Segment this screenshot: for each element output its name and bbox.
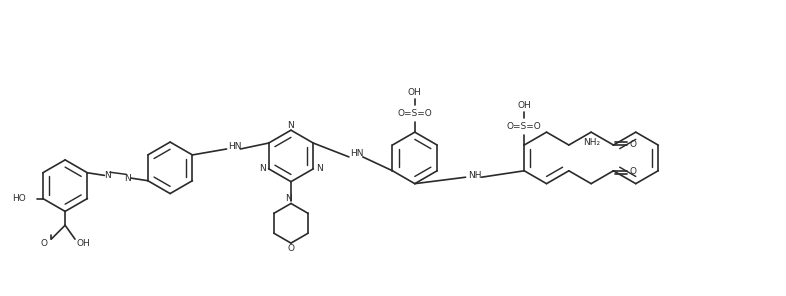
Text: N: N: [124, 173, 131, 183]
Text: N: N: [316, 164, 322, 173]
Text: O: O: [630, 167, 637, 176]
Text: N: N: [104, 171, 111, 180]
Text: OH: OH: [408, 88, 421, 97]
Text: NH₂: NH₂: [582, 138, 600, 147]
Text: OH: OH: [76, 239, 90, 247]
Text: OH: OH: [517, 101, 531, 110]
Text: HN: HN: [228, 141, 241, 151]
Text: O=S=O: O=S=O: [398, 109, 432, 118]
Text: NH: NH: [468, 171, 481, 180]
Text: HN: HN: [350, 149, 364, 158]
Text: O: O: [41, 239, 48, 247]
Text: N: N: [285, 194, 292, 203]
Text: O: O: [288, 244, 295, 252]
Text: HO: HO: [13, 194, 26, 203]
Text: N: N: [288, 121, 294, 130]
Text: O=S=O: O=S=O: [507, 122, 542, 131]
Text: O: O: [630, 139, 637, 149]
Text: N: N: [259, 164, 266, 173]
